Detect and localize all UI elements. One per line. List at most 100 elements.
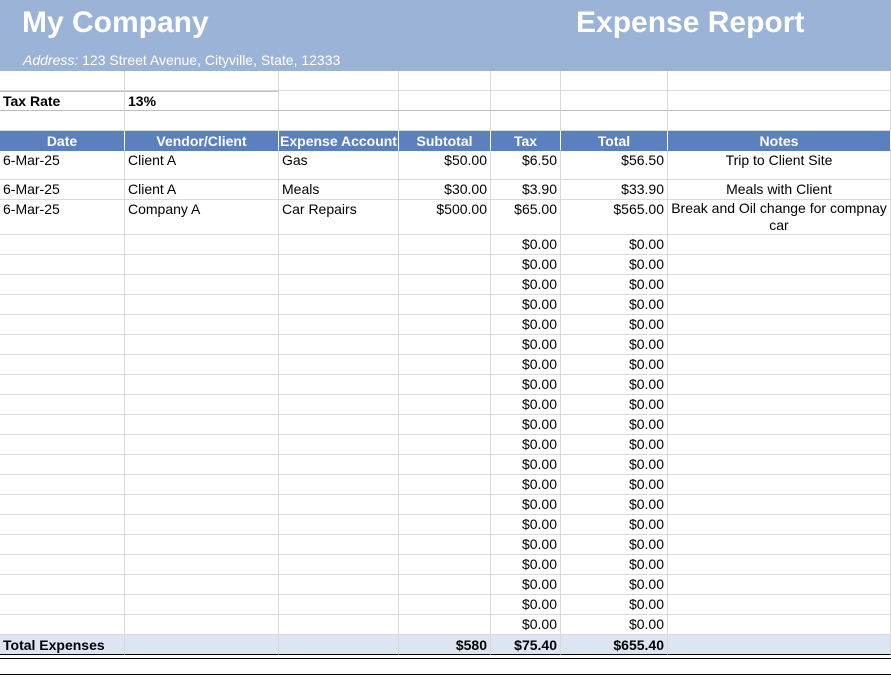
cell[interactable]: [125, 455, 279, 475]
cell[interactable]: [125, 235, 279, 255]
cell-total[interactable]: $0.00: [561, 455, 668, 475]
cell[interactable]: [0, 275, 125, 295]
cell[interactable]: [279, 535, 399, 555]
cell[interactable]: [399, 455, 491, 475]
cell[interactable]: [125, 535, 279, 555]
cell[interactable]: [279, 395, 399, 415]
cell[interactable]: [668, 71, 891, 91]
col-header-date[interactable]: Date: [0, 131, 125, 151]
cell[interactable]: [668, 635, 891, 655]
cell[interactable]: [0, 495, 125, 515]
cell[interactable]: [279, 495, 399, 515]
cell[interactable]: [0, 435, 125, 455]
cell[interactable]: [399, 555, 491, 575]
cell[interactable]: [0, 615, 125, 635]
cell[interactable]: [491, 91, 561, 111]
cell[interactable]: [399, 515, 491, 535]
cell-total[interactable]: $0.00: [561, 535, 668, 555]
cell-total[interactable]: $0.00: [561, 395, 668, 415]
cell[interactable]: [125, 315, 279, 335]
cell-tax[interactable]: $0.00: [491, 335, 561, 355]
cell[interactable]: [668, 275, 891, 295]
cell[interactable]: [0, 315, 125, 335]
cell-subtotal[interactable]: $30.00: [399, 180, 491, 200]
cell[interactable]: [125, 635, 279, 655]
cell[interactable]: [668, 515, 891, 535]
cell[interactable]: [279, 415, 399, 435]
cell-vendor[interactable]: Client A: [125, 180, 279, 200]
col-header-tax[interactable]: Tax: [491, 131, 561, 151]
cell[interactable]: [668, 91, 891, 111]
cell[interactable]: [561, 111, 668, 131]
cell[interactable]: [0, 111, 125, 131]
cell-tax[interactable]: $0.00: [491, 355, 561, 375]
cell-total[interactable]: $0.00: [561, 415, 668, 435]
cell[interactable]: [125, 615, 279, 635]
cell[interactable]: [561, 71, 668, 91]
cell[interactable]: [279, 235, 399, 255]
cell-tax[interactable]: $0.00: [491, 435, 561, 455]
cell-tax[interactable]: $0.00: [491, 235, 561, 255]
cell-notes[interactable]: Meals with Client: [668, 180, 891, 200]
cell-tax[interactable]: $0.00: [491, 295, 561, 315]
cell[interactable]: [668, 455, 891, 475]
cell[interactable]: [0, 575, 125, 595]
cell[interactable]: [399, 355, 491, 375]
cell[interactable]: [399, 111, 491, 131]
col-header-total[interactable]: Total: [561, 131, 668, 151]
cell[interactable]: [279, 455, 399, 475]
cell-vendor[interactable]: Company A: [125, 200, 279, 235]
cell-total[interactable]: $0.00: [561, 615, 668, 635]
cell[interactable]: [279, 475, 399, 495]
cell[interactable]: [125, 515, 279, 535]
cell[interactable]: [668, 495, 891, 515]
cell[interactable]: [125, 335, 279, 355]
cell[interactable]: [399, 495, 491, 515]
cell-account[interactable]: Gas: [279, 151, 399, 180]
cell[interactable]: [399, 275, 491, 295]
cell[interactable]: [668, 335, 891, 355]
cell[interactable]: [668, 475, 891, 495]
cell[interactable]: [399, 615, 491, 635]
cell-subtotal[interactable]: $500.00: [399, 200, 491, 235]
cell-total[interactable]: $0.00: [561, 435, 668, 455]
cell-tax[interactable]: $0.00: [491, 575, 561, 595]
cell-notes[interactable]: Trip to Client Site: [668, 151, 891, 180]
cell[interactable]: [0, 71, 125, 91]
cell-total[interactable]: $0.00: [561, 475, 668, 495]
cell[interactable]: [125, 415, 279, 435]
cell[interactable]: [279, 71, 399, 91]
total-total[interactable]: $655.40: [561, 635, 668, 655]
cell[interactable]: [668, 355, 891, 375]
cell[interactable]: [0, 455, 125, 475]
cell[interactable]: [399, 255, 491, 275]
cell[interactable]: [668, 555, 891, 575]
cell[interactable]: [399, 335, 491, 355]
cell[interactable]: [668, 295, 891, 315]
cell[interactable]: [125, 595, 279, 615]
cell[interactable]: [399, 395, 491, 415]
cell[interactable]: [668, 111, 891, 131]
cell[interactable]: [279, 275, 399, 295]
cell[interactable]: [279, 315, 399, 335]
tax-rate-value[interactable]: 13%: [125, 91, 279, 111]
cell-date[interactable]: 6-Mar-25: [0, 151, 125, 180]
cell-tax[interactable]: $0.00: [491, 395, 561, 415]
cell[interactable]: [125, 255, 279, 275]
cell[interactable]: [399, 315, 491, 335]
cell[interactable]: [399, 595, 491, 615]
cell[interactable]: [0, 255, 125, 275]
cell-tax[interactable]: $0.00: [491, 375, 561, 395]
cell-total[interactable]: $0.00: [561, 495, 668, 515]
cell-tax[interactable]: $0.00: [491, 415, 561, 435]
cell-total[interactable]: $0.00: [561, 575, 668, 595]
cell-total[interactable]: $0.00: [561, 295, 668, 315]
cell[interactable]: [125, 355, 279, 375]
cell[interactable]: [125, 435, 279, 455]
cell[interactable]: [279, 615, 399, 635]
cell-tax[interactable]: $0.00: [491, 275, 561, 295]
cell[interactable]: [279, 335, 399, 355]
cell[interactable]: [668, 615, 891, 635]
cell-tax[interactable]: $0.00: [491, 255, 561, 275]
cell-tax[interactable]: $0.00: [491, 495, 561, 515]
